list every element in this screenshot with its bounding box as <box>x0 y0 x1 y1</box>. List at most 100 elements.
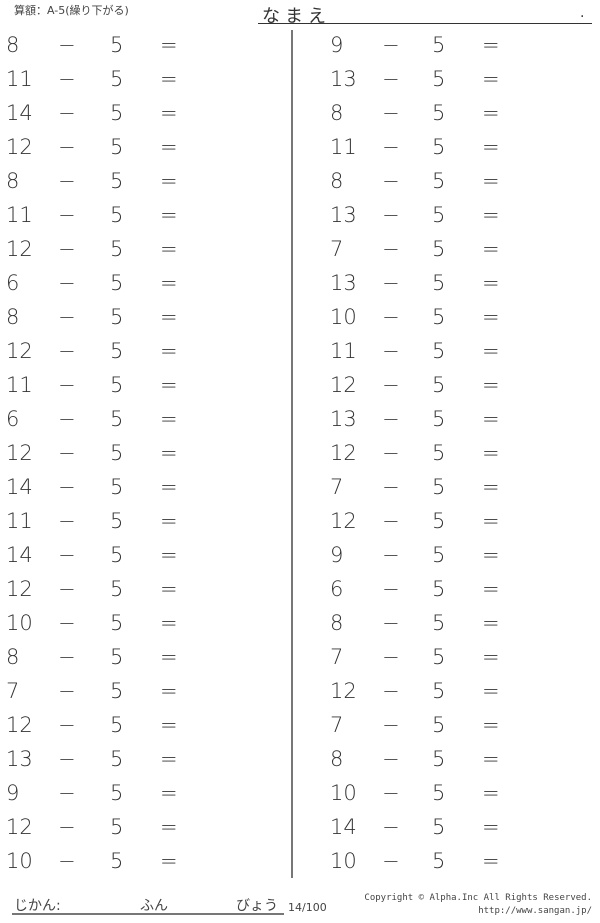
minuend: 8 <box>330 101 344 125</box>
name-field-line[interactable] <box>258 23 592 24</box>
equals-sign: = <box>482 713 500 737</box>
minuend: 7 <box>330 645 344 669</box>
equals-sign: = <box>160 203 178 227</box>
subtrahend: 5 <box>110 543 124 567</box>
subtrahend: 5 <box>432 747 446 771</box>
equals-sign: = <box>160 577 178 601</box>
minuend: 11 <box>6 373 33 397</box>
equals-sign: = <box>482 645 500 669</box>
operator: − <box>382 849 400 873</box>
subtrahend: 5 <box>110 373 124 397</box>
operator: − <box>58 101 76 125</box>
subtrahend: 5 <box>110 33 124 57</box>
operator: − <box>58 543 76 567</box>
minuend: 12 <box>6 713 33 737</box>
minuend: 11 <box>6 67 33 91</box>
subtrahend: 5 <box>110 237 124 261</box>
subtrahend: 5 <box>432 203 446 227</box>
operator: − <box>382 645 400 669</box>
minuend: 12 <box>6 441 33 465</box>
equals-sign: = <box>160 747 178 771</box>
minuend: 13 <box>330 203 357 227</box>
equals-sign: = <box>160 781 178 805</box>
minuend: 11 <box>6 203 33 227</box>
operator: − <box>382 101 400 125</box>
equals-sign: = <box>160 339 178 363</box>
operator: − <box>382 33 400 57</box>
subtrahend: 5 <box>432 407 446 431</box>
operator: − <box>382 509 400 533</box>
subtrahend: 5 <box>432 339 446 363</box>
subtrahend: 5 <box>110 101 124 125</box>
operator: − <box>58 339 76 363</box>
operator: − <box>382 713 400 737</box>
subtrahend: 5 <box>110 679 124 703</box>
minuend: 8 <box>6 305 20 329</box>
operator: − <box>382 781 400 805</box>
operator: − <box>382 747 400 771</box>
minuend: 9 <box>6 781 20 805</box>
operator: − <box>58 169 76 193</box>
operator: − <box>58 849 76 873</box>
subtrahend: 5 <box>110 815 124 839</box>
subtrahend: 5 <box>432 441 446 465</box>
operator: − <box>382 305 400 329</box>
equals-sign: = <box>482 135 500 159</box>
subtrahend: 5 <box>432 271 446 295</box>
equals-sign: = <box>160 509 178 533</box>
equals-sign: = <box>160 373 178 397</box>
equals-sign: = <box>160 67 178 91</box>
subtrahend: 5 <box>110 509 124 533</box>
subtrahend: 5 <box>110 339 124 363</box>
subtrahend: 5 <box>110 577 124 601</box>
page-number: 14/100 <box>288 901 327 914</box>
minuend: 13 <box>330 67 357 91</box>
equals-sign: = <box>160 475 178 499</box>
minuend: 13 <box>6 747 33 771</box>
operator: − <box>58 441 76 465</box>
equals-sign: = <box>160 611 178 635</box>
equals-sign: = <box>160 849 178 873</box>
minuend: 13 <box>330 407 357 431</box>
copyright-block: Copyright © Alpha.Inc All Rights Reserve… <box>364 892 592 918</box>
equals-sign: = <box>160 237 178 261</box>
minuend: 7 <box>330 713 344 737</box>
subtrahend: 5 <box>432 305 446 329</box>
equals-sign: = <box>160 271 178 295</box>
minuend: 10 <box>330 305 357 329</box>
subtrahend: 5 <box>110 713 124 737</box>
operator: − <box>58 815 76 839</box>
copyright-text: Copyright © Alpha.Inc All Rights Reserve… <box>364 893 592 903</box>
equals-sign: = <box>160 713 178 737</box>
equals-sign: = <box>160 407 178 431</box>
operator: − <box>58 203 76 227</box>
subtrahend: 5 <box>110 441 124 465</box>
minuend: 12 <box>6 339 33 363</box>
minutes-label: ふん <box>140 898 168 914</box>
operator: − <box>58 781 76 805</box>
subtrahend: 5 <box>110 645 124 669</box>
equals-sign: = <box>160 33 178 57</box>
minuend: 8 <box>330 747 344 771</box>
subtrahend: 5 <box>110 67 124 91</box>
minuend: 6 <box>6 407 20 431</box>
minuend: 8 <box>6 33 20 57</box>
minuend: 11 <box>330 135 357 159</box>
equals-sign: = <box>482 271 500 295</box>
equals-sign: = <box>482 543 500 567</box>
minuend: 12 <box>6 237 33 261</box>
subtrahend: 5 <box>432 543 446 567</box>
equals-sign: = <box>160 815 178 839</box>
subtrahend: 5 <box>432 475 446 499</box>
equals-sign: = <box>482 781 500 805</box>
operator: − <box>58 33 76 57</box>
operator: − <box>58 577 76 601</box>
subtrahend: 5 <box>110 475 124 499</box>
subtrahend: 5 <box>110 849 124 873</box>
subtrahend: 5 <box>110 611 124 635</box>
operator: − <box>58 237 76 261</box>
minuend: 8 <box>330 169 344 193</box>
site-url[interactable]: http://www.sangan.jp/ <box>478 906 592 916</box>
operator: − <box>58 305 76 329</box>
minuend: 11 <box>330 339 357 363</box>
